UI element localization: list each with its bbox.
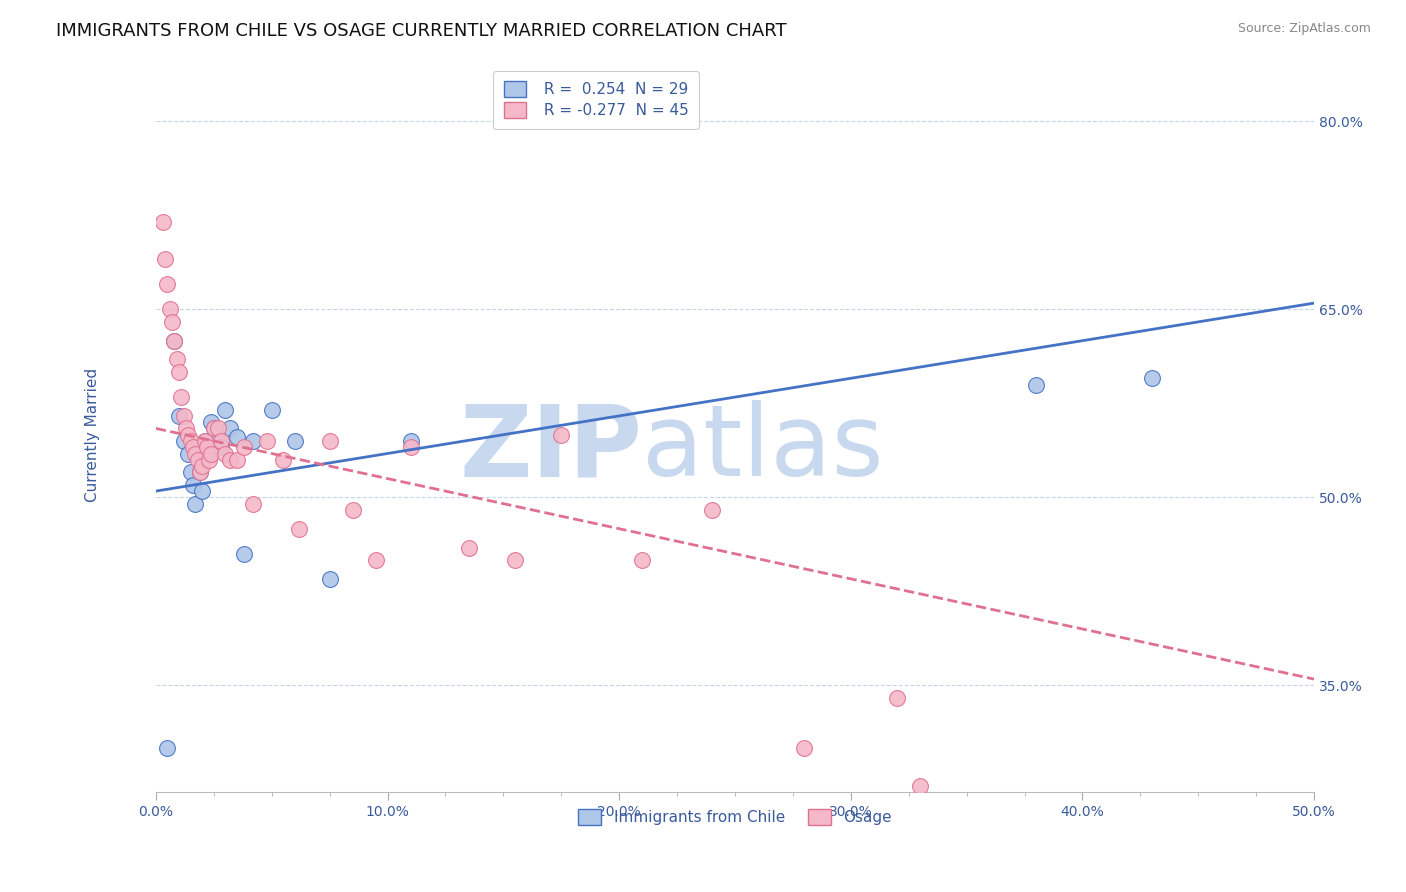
Point [180, 465, 202, 479]
Point [550, 427, 572, 442]
Point [342, 503, 364, 517]
Point [910, 779, 932, 793]
Point [198, 452, 221, 467]
Point [170, 390, 193, 404]
Point [1140, 371, 1163, 385]
Point [631, 553, 654, 567]
Point [177, 446, 200, 460]
Point [793, 741, 815, 756]
Point [153, 252, 176, 267]
Point [177, 427, 200, 442]
Point [232, 440, 254, 454]
Point [180, 434, 202, 448]
Point [191, 484, 214, 499]
Point [503, 553, 526, 567]
Point [193, 434, 215, 448]
Point [187, 452, 209, 467]
Point [200, 415, 222, 429]
Point [181, 440, 204, 454]
Point [159, 302, 181, 317]
Point [232, 547, 254, 561]
Point [184, 497, 207, 511]
Point [242, 497, 264, 511]
Point [188, 465, 211, 479]
Text: atlas: atlas [643, 401, 884, 498]
Point [219, 421, 242, 435]
Point [195, 440, 218, 454]
Point [700, 503, 723, 517]
Point [214, 446, 236, 460]
Point [167, 365, 190, 379]
Point [160, 315, 183, 329]
Point [191, 458, 214, 473]
Point [173, 434, 195, 448]
Point [166, 352, 188, 367]
Point [156, 741, 179, 756]
Point [288, 522, 311, 536]
Point [156, 277, 179, 292]
Point [219, 452, 242, 467]
Point [187, 440, 209, 454]
Point [364, 553, 387, 567]
Point [193, 434, 215, 448]
Point [200, 446, 222, 460]
Point [399, 440, 422, 454]
Point [242, 434, 264, 448]
Point [181, 478, 204, 492]
Point [174, 421, 197, 435]
Point [202, 421, 225, 435]
Point [202, 421, 225, 435]
Text: IMMIGRANTS FROM CHILE VS OSAGE CURRENTLY MARRIED CORRELATION CHART: IMMIGRANTS FROM CHILE VS OSAGE CURRENTLY… [56, 22, 787, 40]
Point [226, 452, 249, 467]
Point [318, 572, 340, 586]
Point [207, 434, 229, 448]
Point [457, 541, 479, 555]
Point [198, 446, 221, 460]
Point [209, 440, 232, 454]
Point [209, 434, 232, 448]
Point [163, 334, 186, 348]
Point [173, 409, 195, 423]
Point [271, 452, 294, 467]
Y-axis label: Currently Married: Currently Married [86, 368, 100, 502]
Point [195, 440, 218, 454]
Point [260, 402, 283, 417]
Point [207, 421, 229, 435]
Point [399, 434, 422, 448]
Point [163, 334, 186, 348]
Point [226, 430, 249, 444]
Legend: Immigrants from Chile, Osage: Immigrants from Chile, Osage [569, 800, 901, 834]
Point [188, 465, 211, 479]
Point [152, 214, 174, 228]
Point [214, 402, 236, 417]
Point [284, 434, 307, 448]
Text: ZIP: ZIP [460, 401, 643, 498]
Point [167, 409, 190, 423]
Point [184, 446, 207, 460]
Point [1025, 377, 1047, 392]
Text: Source: ZipAtlas.com: Source: ZipAtlas.com [1237, 22, 1371, 36]
Point [256, 434, 278, 448]
Point [318, 434, 340, 448]
Point [886, 690, 908, 705]
